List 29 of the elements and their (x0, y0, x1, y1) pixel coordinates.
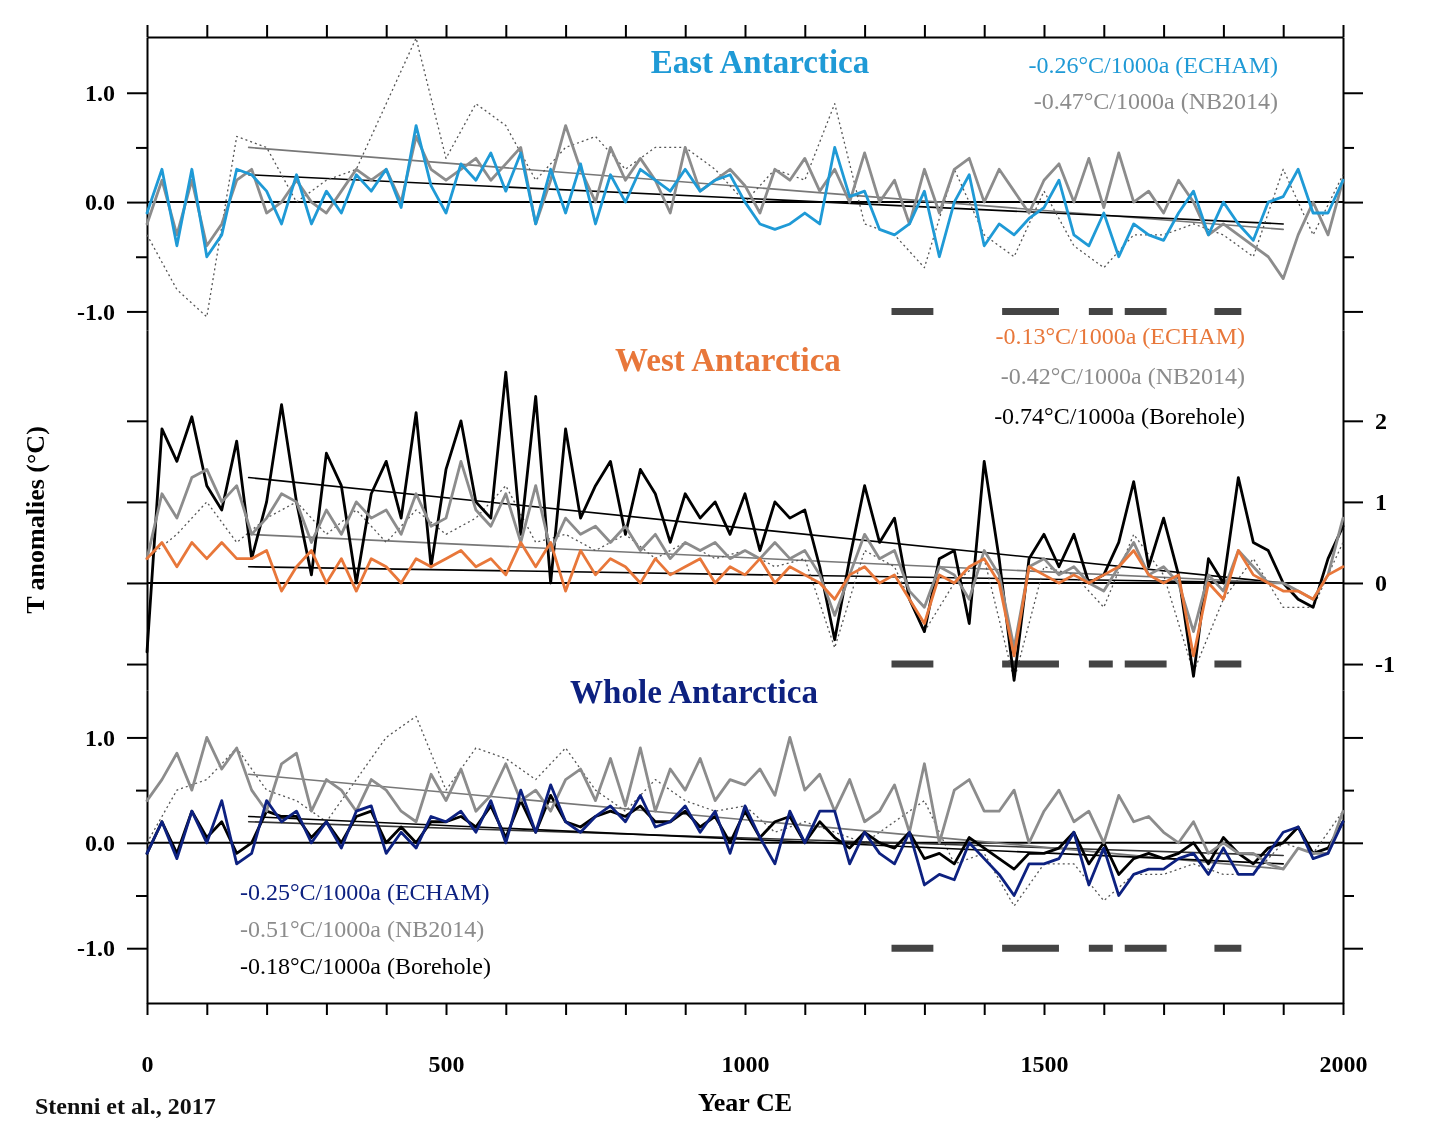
x-axis-title: Year CE (697, 1088, 793, 1117)
annotation: -0.13°C/1000a (ECHAM) (995, 323, 1245, 349)
x-tick-label: 2000 (1319, 1051, 1368, 1078)
y-tick-label: 1.0 (85, 79, 115, 106)
annotation: -0.42°C/1000a (NB2014) (1000, 363, 1245, 389)
y-tick-label: 1.0 (85, 724, 115, 751)
x-tick-label: 1000 (721, 1051, 770, 1078)
y2-tick-label: 0 (1375, 570, 1387, 597)
annotation: -0.25°C/1000a (ECHAM) (240, 879, 490, 905)
y-tick-label: -1.0 (77, 298, 115, 325)
text: Stenni et al., 2017 (35, 1093, 216, 1119)
x-tick-label: 0 (141, 1051, 154, 1078)
y-tick-label: -1.0 (77, 935, 115, 962)
annotation: -0.47°C/1000a (NB2014) (1033, 88, 1278, 114)
chart-title: Whole Antarctica (570, 674, 818, 710)
y-axis-title: T anomalies (°C) (21, 426, 50, 614)
y-tick-label: 0.0 (85, 189, 115, 216)
annotation: -0.18°C/1000a (Borehole) (240, 953, 491, 979)
annotation: -0.51°C/1000a (NB2014) (240, 916, 485, 942)
x-tick-label: 1500 (1020, 1051, 1069, 1078)
annotation: -0.26°C/1000a (ECHAM) (1028, 52, 1278, 78)
y2-tick-label: 2 (1375, 407, 1387, 434)
x-tick-label: 500 (428, 1051, 465, 1078)
y2-tick-label: -1 (1375, 651, 1395, 678)
y2-tick-label: 1 (1375, 489, 1387, 516)
annotation: -0.74°C/1000a (Borehole) (994, 403, 1245, 429)
chart-title: East Antarctica (650, 44, 870, 80)
chart-title: West Antarctica (615, 342, 841, 378)
y-tick-label: 0.0 (85, 829, 115, 856)
